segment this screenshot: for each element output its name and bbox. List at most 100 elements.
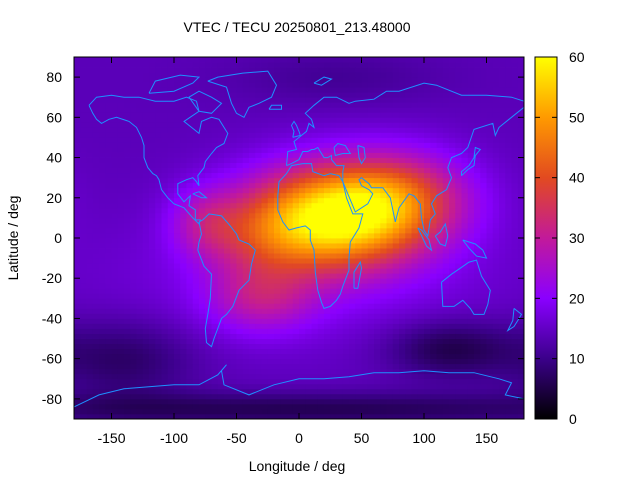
heatmap-cell	[286, 333, 294, 339]
heatmap-cell	[286, 207, 294, 214]
heatmap-cell	[492, 102, 500, 108]
heatmap-cell	[436, 263, 444, 269]
heatmap-cell	[92, 202, 100, 209]
heatmap-cell	[167, 248, 175, 254]
heatmap-cell	[386, 157, 394, 163]
heatmap-cell	[430, 408, 437, 415]
heatmap-cell	[305, 363, 312, 370]
heatmap-cell	[99, 97, 106, 103]
heatmap-cell	[405, 273, 412, 279]
heatmap-cell	[199, 323, 206, 329]
heatmap-cell	[280, 192, 287, 199]
heatmap-cell	[311, 413, 319, 420]
heatmap-cell	[211, 167, 219, 174]
heatmap-cell	[274, 157, 281, 163]
heatmap-cell	[361, 142, 369, 148]
heatmap-cell	[499, 92, 506, 98]
heatmap-cell	[249, 273, 256, 279]
heatmap-cell	[74, 308, 81, 314]
heatmap-cell	[149, 298, 156, 304]
heatmap-cell	[224, 238, 231, 244]
heatmap-cell	[486, 383, 494, 390]
heatmap-cell	[417, 107, 425, 113]
heatmap-cell	[142, 232, 150, 239]
heatmap-cell	[117, 192, 125, 199]
heatmap-cell	[242, 102, 250, 108]
heatmap-cell	[486, 343, 494, 350]
heatmap-cell	[74, 333, 81, 339]
heatmap-cell	[361, 212, 369, 219]
heatmap-cell	[349, 82, 356, 88]
heatmap-cell	[161, 222, 169, 229]
heatmap-cell	[417, 273, 425, 279]
heatmap-cell	[417, 238, 425, 244]
heatmap-cell	[374, 403, 381, 410]
heatmap-cell	[280, 343, 287, 350]
heatmap-cell	[330, 308, 337, 314]
heatmap-cell	[367, 217, 375, 224]
heatmap-cell	[349, 273, 356, 279]
heatmap-cell	[499, 162, 506, 169]
heatmap-cell	[124, 167, 131, 174]
heatmap-cell	[180, 278, 187, 284]
heatmap-cell	[155, 167, 162, 174]
heatmap-cell	[349, 318, 356, 324]
heatmap-cell	[361, 303, 369, 309]
heatmap-cell	[480, 298, 487, 304]
heatmap-cell	[392, 57, 400, 63]
heatmap-cell	[392, 122, 400, 128]
heatmap-cell	[505, 288, 512, 294]
heatmap-cell	[280, 318, 287, 324]
heatmap-cell	[436, 72, 444, 78]
heatmap-cell	[349, 333, 356, 339]
heatmap-cell	[236, 328, 244, 334]
heatmap-cell	[142, 202, 150, 209]
heatmap-cell	[149, 72, 156, 78]
heatmap-cell	[105, 293, 112, 299]
heatmap-cell	[111, 238, 119, 244]
heatmap-cell	[261, 238, 269, 244]
heatmap-cell	[467, 217, 475, 224]
heatmap-cell	[167, 207, 175, 214]
heatmap-cell	[161, 97, 169, 103]
heatmap-cell	[230, 172, 237, 179]
heatmap-cell	[474, 67, 481, 73]
heatmap-cell	[492, 172, 500, 179]
heatmap-cell	[205, 338, 212, 344]
heatmap-cell	[124, 202, 131, 209]
heatmap-cell	[86, 217, 94, 224]
heatmap-cell	[230, 127, 237, 133]
heatmap-cell	[217, 222, 225, 229]
heatmap-cell	[317, 152, 325, 158]
heatmap-cell	[149, 142, 156, 148]
heatmap-cell	[399, 102, 406, 108]
heatmap-cell	[205, 57, 212, 63]
heatmap-cell	[367, 137, 375, 143]
heatmap-cell	[392, 137, 400, 143]
heatmap-cell	[286, 122, 294, 128]
heatmap-cell	[330, 368, 337, 375]
heatmap-cell	[474, 112, 481, 118]
heatmap-cell	[342, 222, 350, 229]
heatmap-cell	[92, 112, 100, 118]
heatmap-cell	[92, 207, 100, 214]
heatmap-cell	[324, 373, 331, 380]
heatmap-cell	[255, 383, 262, 390]
heatmap-cell	[424, 238, 431, 244]
heatmap-cell	[330, 67, 337, 73]
heatmap-cell	[305, 333, 312, 339]
heatmap-cell	[186, 308, 194, 314]
heatmap-cell	[380, 127, 387, 133]
heatmap-cell	[399, 263, 406, 269]
heatmap-cell	[492, 368, 500, 375]
heatmap-cell	[492, 403, 500, 410]
heatmap-cell	[136, 358, 144, 365]
heatmap-cell	[92, 192, 100, 199]
heatmap-cell	[261, 303, 269, 309]
heatmap-cell	[180, 172, 187, 179]
heatmap-cell	[274, 192, 281, 199]
heatmap-cell	[130, 187, 137, 194]
heatmap-cell	[261, 263, 269, 269]
heatmap-cell	[305, 368, 312, 375]
heatmap-cell	[405, 147, 412, 153]
